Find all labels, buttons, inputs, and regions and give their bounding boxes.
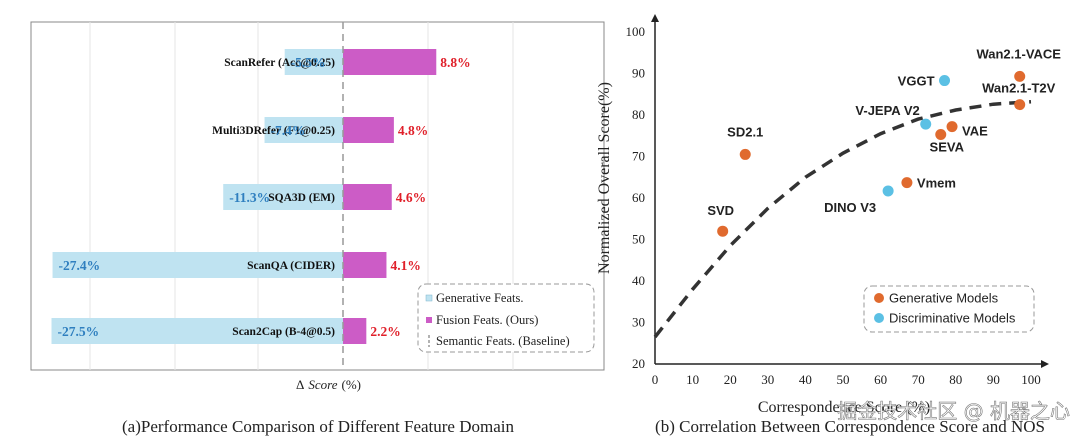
xlabel-score: Score	[308, 377, 337, 392]
x-tick-label: 100	[1021, 372, 1041, 387]
bar-value-label-generative: -5.5%	[291, 55, 326, 70]
bar-fusion-multi3drefer-f1-0-25	[343, 117, 394, 143]
bar-category-label: ScanRefer (Acc@0.25)	[224, 57, 335, 69]
bar-fusion-scanrefer-acc-0-25	[343, 49, 437, 75]
legend-marker-discriminative	[874, 313, 884, 323]
bar-value-label-fusion: 2.2%	[370, 324, 400, 339]
y-tick-label: 80	[632, 107, 645, 122]
bar-generative-sqa3d-em	[223, 184, 343, 210]
x-tick-label: 30	[761, 372, 774, 387]
bar-value-label-generative: -27.5%	[58, 324, 100, 339]
xlabel-unit: (%)	[342, 377, 362, 392]
bar-generative-scanrefer-acc-0-25	[284, 49, 343, 75]
bar-value-label-generative: -27.4%	[59, 258, 101, 273]
x-tick-label: 90	[987, 372, 1000, 387]
point-label-wan2-1-vace: Wan2.1-VACE	[976, 46, 1061, 61]
point-sd2-1	[739, 148, 751, 160]
x-tick-label: 40	[799, 372, 812, 387]
bar-value-label-fusion: 4.8%	[398, 123, 428, 138]
point-vmem	[901, 177, 913, 189]
x-tick-label: 0	[652, 372, 659, 387]
bar-value-label-fusion: 4.6%	[396, 190, 426, 205]
bar-category-label: Multi3DRefer (F1@0.25)	[212, 125, 335, 137]
point-label-seva: SEVA	[930, 140, 965, 155]
bar-generative-scanqa-cider	[52, 252, 344, 278]
point-svd	[717, 225, 729, 237]
legend-label-fusion: Fusion Feats. (Ours)	[436, 313, 538, 327]
point-wan2-1-vace	[1014, 70, 1026, 82]
legend-marker-generative	[874, 293, 884, 303]
point-label-sd2-1: SD2.1	[727, 124, 763, 139]
trend-line	[653, 99, 1032, 339]
legend-swatch-fusion	[426, 317, 432, 323]
legend-label-generative-models: Generative Models	[889, 291, 999, 306]
point-wan2-1-t2v	[1014, 99, 1026, 111]
bar-category-label: Scan2Cap (B-4@0.5)	[232, 326, 335, 338]
bar-x-axis-label: Δ Score (%)	[296, 377, 361, 392]
legend-label-discriminative-models: Discriminative Models	[889, 311, 1016, 326]
y-tick-label: 20	[632, 356, 645, 371]
y-tick-label: 70	[632, 149, 645, 164]
legend-label-baseline: Semantic Feats. (Baseline)	[436, 334, 570, 348]
bar-value-label-fusion: 8.8%	[440, 55, 470, 70]
point-v-jepa-v2	[920, 118, 932, 130]
legend-label-generative: Generative Feats.	[436, 291, 523, 305]
x-tick-label: 50	[837, 372, 850, 387]
y-tick-label: 100	[626, 24, 646, 39]
trend-curve	[653, 99, 1032, 339]
scatter-x-axis-label: Correspondence Score (%)	[758, 399, 930, 416]
x-tick-label: 80	[949, 372, 962, 387]
point-label-v-jepa-v2: V-JEPA V2	[855, 103, 919, 118]
bar-fusion-scanqa-cider	[343, 252, 387, 278]
x-tick-label: 70	[912, 372, 925, 387]
bar-category-label: SQA3D (EM)	[268, 192, 335, 204]
point-label-vmem: Vmem	[917, 176, 956, 191]
bar-fusion-scan2cap-b-4-0-5	[343, 318, 367, 344]
y-tick-label: 90	[632, 66, 645, 81]
point-label-vae: VAE	[962, 124, 988, 139]
x-tick-label: 60	[874, 372, 887, 387]
watermark: 掘金技术社区 @ 机器之心	[837, 399, 1070, 423]
y-tick-label: 60	[632, 190, 645, 205]
bar-legend: Generative Feats. Fusion Feats. (Ours) S…	[417, 283, 595, 353]
scatter-axes: 0 10 20 30 40 50 60 70 80 90 100 20 30 40 50 60 70 80 90 10…	[626, 14, 1049, 387]
point-vae	[946, 121, 958, 133]
x-tick-label: 10	[686, 372, 699, 387]
bar-chart-frame	[30, 21, 605, 371]
y-tick-label: 30	[632, 315, 645, 330]
point-label-wan2-1-t2v: Wan2.1-T2V	[982, 81, 1056, 96]
bar-generative-multi3drefer-f1-0-25	[264, 117, 343, 143]
y-tick-label: 50	[632, 232, 645, 247]
point-vggt	[939, 75, 951, 87]
point-dino-v3	[882, 185, 894, 197]
x-axis-arrow	[1041, 360, 1049, 368]
scatter-chart-caption: (b) Correlation Between Correspondence S…	[655, 417, 1045, 436]
bar-value-label-generative: -11.3%	[229, 190, 270, 205]
legend-swatch-generative	[425, 294, 433, 302]
xlabel-delta: Δ	[296, 377, 304, 392]
x-tick-label: 20	[724, 372, 737, 387]
scatter-legend-box	[863, 285, 1035, 333]
bar-chart-caption: (a)Performance Comparison of Different F…	[122, 417, 514, 436]
point-seva	[935, 129, 947, 141]
bar-legend-box	[417, 283, 595, 353]
bar-chart-panel: ScanRefer (Acc@0.25)-5.5% 8.8% Multi3DRefe…	[30, 21, 605, 436]
y-axis-arrow	[651, 14, 659, 22]
y-tick-label: 40	[632, 273, 645, 288]
bar-value-label-generative: -7.4%	[271, 123, 306, 138]
bar-value-label-fusion: 4.1%	[390, 258, 420, 273]
scatter-chart-panel: 0 10 20 30 40 50 60 70 80 90 100 20 30 40 50 60 70 80 90 10…	[596, 14, 1061, 436]
point-label-dino-v3: DINO V3	[824, 200, 876, 215]
bar-generative-scan2cap-b-4-0-5	[51, 318, 343, 344]
scatter-y-axis-label: Normalized Overall Score(%)	[596, 82, 613, 274]
bar-category-label: ScanQA (CIDER)	[247, 260, 335, 272]
bar-fusion-sqa3d-em	[343, 184, 392, 210]
point-label-vggt: VGGT	[898, 74, 935, 89]
point-label-svd: SVD	[707, 203, 734, 218]
scatter-legend: Generative Models Discriminative Models	[863, 285, 1035, 333]
bars: ScanRefer (Acc@0.25)-5.5% 8.8% Multi3DRefe…	[51, 49, 471, 344]
